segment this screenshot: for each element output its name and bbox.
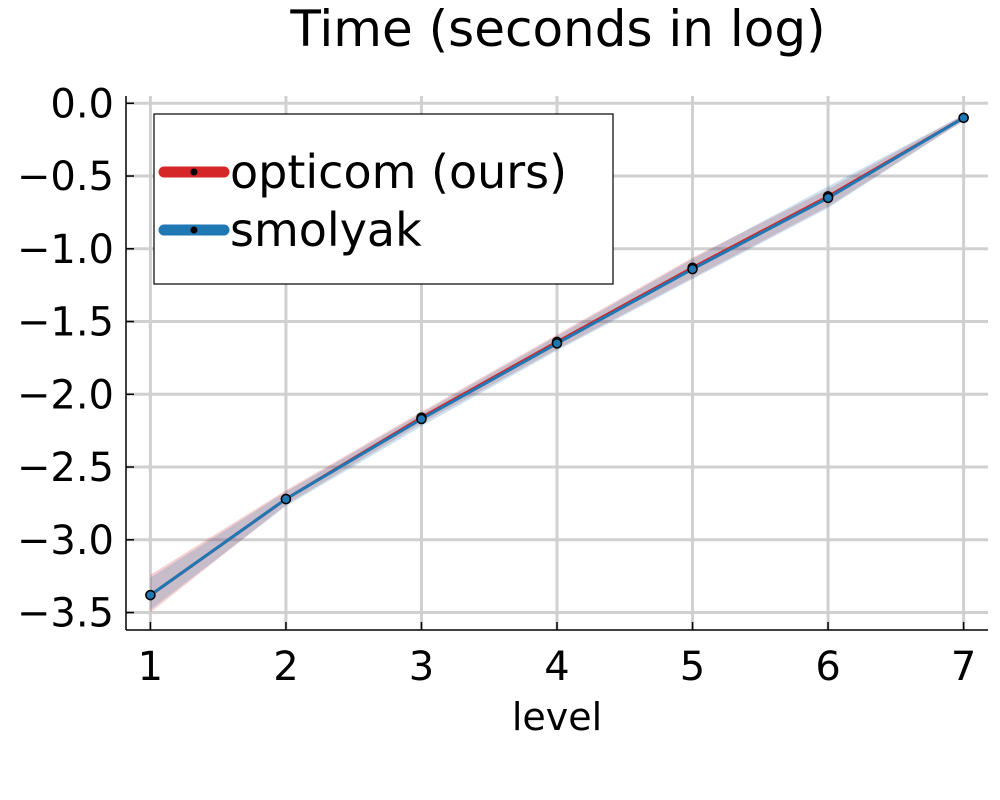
data-point [416, 413, 427, 425]
x-tick-label: 6 [815, 644, 840, 690]
x-tick-label: 5 [680, 644, 705, 690]
legend-label: smolyak [230, 203, 422, 257]
y-tick-label: −3.0 [17, 518, 114, 564]
y-tick-label: −2.0 [17, 372, 114, 418]
chart-title: Time (seconds in log) [289, 0, 825, 58]
confidence-bands [150, 114, 964, 613]
grid [126, 96, 988, 630]
x-axis-label: level [512, 695, 602, 739]
x-tick-label: 7 [951, 644, 976, 690]
y-tick-label: 0.0 [50, 81, 114, 127]
series-points [145, 112, 969, 601]
y-tick-label: −1.5 [17, 300, 114, 346]
data-point [280, 493, 292, 505]
y-tick-label: −2.5 [17, 445, 114, 491]
confidence-band-0 [150, 114, 964, 613]
axis-ticks: 1 2 3 4 5 6 7 0.0 −0.5 −1.0 −1.5 −2.0 −2.5 −3.0 −3.5 [17, 81, 976, 690]
legend-box [153, 113, 614, 285]
y-tick-label: −1.0 [17, 227, 114, 273]
legend: opticom (ours)smolyak [153, 113, 614, 285]
data-point [958, 112, 969, 124]
y-tick-label: −3.5 [17, 591, 114, 637]
x-tick-label: 3 [409, 644, 434, 690]
x-tick-label: 4 [544, 644, 569, 690]
confidence-band-1 [150, 114, 964, 610]
legend-marker [190, 226, 198, 234]
data-point [145, 589, 156, 601]
y-tick-label: −0.5 [17, 154, 114, 200]
data-point [687, 263, 698, 275]
x-tick-label: 1 [138, 644, 163, 690]
legend-label: opticom (ours) [230, 145, 567, 199]
data-point [551, 338, 563, 349]
x-tick-label: 2 [273, 644, 298, 690]
data-point [822, 192, 834, 204]
legend-marker [190, 168, 198, 176]
